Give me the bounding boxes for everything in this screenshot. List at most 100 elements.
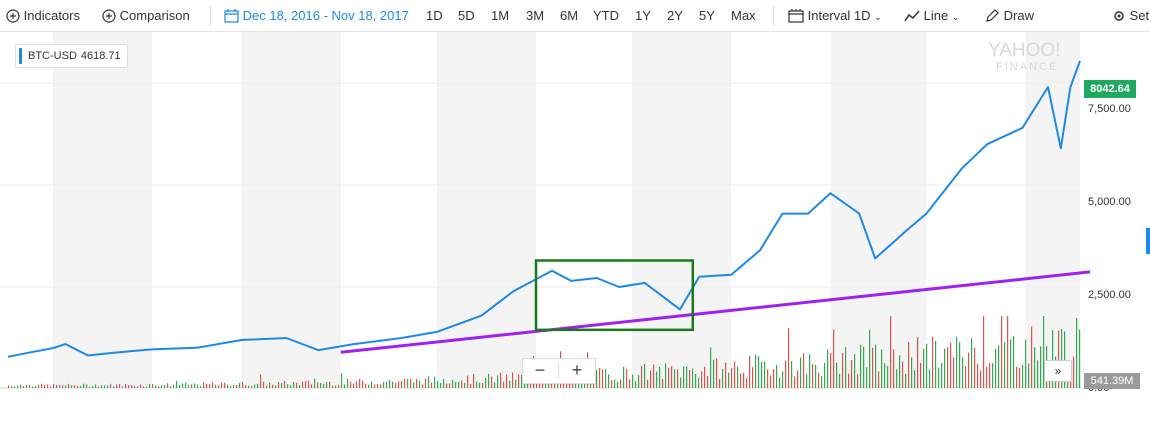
range-3m[interactable]: 3M [526,8,545,23]
volume-bar [872,347,874,388]
volume-bar [92,386,94,388]
volume-bar [752,367,754,388]
range-1d[interactable]: 1D [426,8,443,23]
volume-bar [614,379,616,388]
volume-bar [977,364,979,388]
volume-bar [416,378,418,388]
volume-bar [884,363,886,388]
panel-edge-tab[interactable] [1146,228,1150,254]
volume-bar [317,382,319,388]
volume-bar [119,383,121,388]
volume-bar [938,367,940,388]
volume-bar [944,348,946,388]
volume-bar [284,381,286,388]
volume-bar [962,357,964,388]
comparison-button[interactable]: Comparison [102,7,190,25]
range-5d[interactable]: 5D [458,8,475,23]
volume-bar [896,369,898,388]
volume-bar [656,371,658,388]
volume-bar [878,371,880,388]
volume-bar [362,380,364,388]
volume-bar [1079,329,1081,388]
volume-bar [320,382,322,388]
volume-bar [281,383,283,388]
volume-bar [167,383,169,388]
month-band [632,32,732,388]
volume-bar [908,342,910,388]
volume-bar [509,380,511,388]
volume-bar [731,368,733,388]
range-max[interactable]: Max [731,8,756,23]
volume-bar [959,342,961,388]
range-ytd[interactable]: YTD [593,8,619,23]
volume-bar [680,377,682,388]
range-5y[interactable]: 5Y [699,8,715,23]
volume-bar [32,386,34,388]
volume-bar [1010,339,1012,388]
volume-bar [461,380,463,388]
interval-dropdown[interactable]: Interval 1D ⌄ [788,7,882,25]
volume-bar [107,385,109,388]
volume-bar [137,386,139,388]
volume-bar [887,365,889,388]
volume-bar [131,385,133,388]
date-range-button[interactable]: Dec 18, 2016 - Nov 18, 2017 [224,7,409,25]
expand-button[interactable]: » [1044,360,1072,382]
volume-bar [734,361,736,388]
volume-bar [956,336,958,388]
volume-bar [149,384,151,388]
chart-type-dropdown[interactable]: Line ⌄ [904,7,959,25]
plus-circle-icon [6,8,20,23]
volume-bar [902,361,904,388]
volume-bar [662,378,664,388]
volume-bar [434,376,436,388]
volume-bar [911,357,913,388]
calendar-icon [224,8,239,23]
volume-bar [188,384,190,388]
indicators-button[interactable]: Indicators [6,7,80,25]
range-1y[interactable]: 1Y [635,8,651,23]
volume-bar [98,386,100,388]
zoom-out-button[interactable]: − [534,360,546,380]
volume-bar [425,378,427,388]
volume-bar [419,380,421,388]
volume-bar [323,383,325,388]
volume-bar [851,360,853,388]
volume-bar [929,369,931,388]
volume-bar [269,382,271,388]
volume-bar [701,371,703,388]
volume-bar [773,369,775,388]
volume-bar [704,366,706,388]
price-chart[interactable] [0,32,1150,424]
settings-label: Set [1129,8,1150,23]
volume-bar [1052,330,1054,388]
draw-button[interactable]: Draw [985,7,1034,25]
volume-bar [800,357,802,388]
volume-bar [986,366,988,388]
volume-bar [725,362,727,388]
volume-bar [458,381,460,388]
volume-bar [515,379,517,388]
volume-bar [629,379,631,388]
volume-bar [974,347,976,388]
settings-button[interactable]: Set [1112,7,1149,25]
volume-bar [671,366,673,388]
volume-bar [950,342,952,388]
volume-bar [170,386,172,388]
volume-bar [155,385,157,388]
volume-bar [992,363,994,388]
volume-bar [182,383,184,388]
volume-bar [728,372,730,388]
volume-bar [920,362,922,388]
volume-bar [347,379,349,388]
volume-bar [971,338,973,388]
volume-bar [551,380,553,388]
zoom-in-button[interactable]: + [571,360,583,380]
volume-bar [452,379,454,388]
series-legend[interactable]: BTC-USD 4618.71 [15,44,128,68]
range-6m[interactable]: 6M [560,8,579,23]
range-1m[interactable]: 1M [491,8,510,23]
range-2y[interactable]: 2Y [667,8,683,23]
volume-bar [953,357,955,388]
volume-bar [545,380,547,388]
